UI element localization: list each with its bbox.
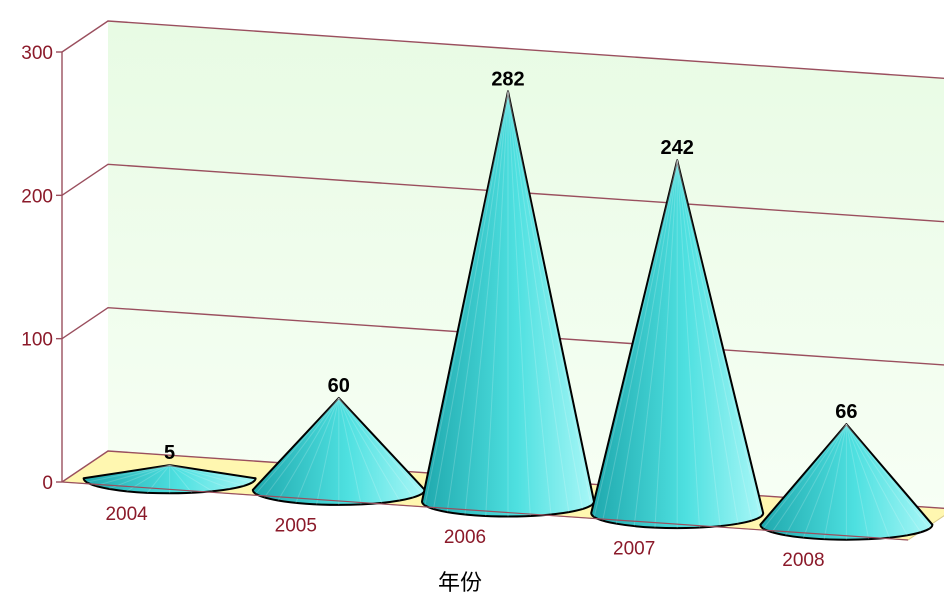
- cone-facet: [169, 464, 231, 490]
- cone-facet: [485, 91, 509, 517]
- cone-facet: [433, 91, 509, 510]
- data-label: 242: [661, 137, 694, 159]
- cone-facet: [507, 91, 570, 513]
- cone-facet: [338, 397, 423, 495]
- cone-facet: [845, 424, 870, 540]
- x-tick-label: 2008: [782, 550, 824, 571]
- x-tick-label: 2004: [105, 504, 148, 525]
- cone-facet: [771, 423, 847, 533]
- y-tick-label: 100: [21, 330, 53, 351]
- cone-facet: [507, 91, 592, 506]
- cone-facet: [676, 160, 761, 518]
- cone-facet: [802, 423, 847, 538]
- cone-facet: [86, 464, 170, 483]
- cone-facet: [785, 423, 847, 536]
- cone-facet: [845, 423, 908, 536]
- x-axis-line: [61, 481, 909, 541]
- cone-facet: [593, 160, 678, 518]
- cone-facet: [295, 397, 340, 504]
- cone-mark: [421, 90, 595, 518]
- cone-facet: [338, 397, 414, 498]
- y-tick-label: 300: [21, 43, 53, 64]
- cone-facet: [255, 397, 340, 495]
- cone-facet: [823, 424, 847, 540]
- cone-facet: [676, 160, 721, 527]
- cone-facet: [602, 160, 678, 521]
- x-tick-label: 2006: [444, 527, 486, 548]
- data-label: 60: [328, 375, 350, 397]
- cone-facet: [94, 464, 170, 487]
- cone-facet: [338, 397, 383, 504]
- x-tick-label: 2005: [275, 515, 317, 536]
- cone-body: [251, 396, 426, 506]
- cone-facet: [845, 423, 890, 538]
- x-axis-title: 年份: [438, 570, 482, 595]
- cone-facet: [845, 423, 922, 533]
- x-axis: 2004 2005 2006 2007 2008: [61, 481, 909, 571]
- cone-facet: [846, 423, 930, 529]
- data-labels: 5 60 282 242 66: [164, 68, 857, 464]
- cone-facet: [277, 397, 340, 501]
- cone-facet: [316, 397, 340, 505]
- y-tick-label: 200: [21, 186, 53, 207]
- cone-facet: [169, 464, 213, 492]
- cone-facet: [263, 397, 340, 498]
- cone-facet: [424, 91, 509, 506]
- cone-facet: [169, 464, 193, 494]
- data-label: 282: [491, 68, 524, 90]
- cone-facet: [507, 91, 583, 510]
- cone-facet: [676, 160, 700, 528]
- cone-mark: [251, 396, 426, 506]
- cone-facet: [676, 160, 753, 521]
- cone-facet: [446, 91, 509, 513]
- data-label: 5: [164, 442, 175, 464]
- data-label: 66: [835, 401, 857, 423]
- cone-facet: [108, 464, 170, 490]
- cone-facet: [654, 160, 678, 528]
- cone-mark: [759, 423, 934, 541]
- cone-facet: [338, 397, 401, 501]
- y-axis: 0 100 200 300: [21, 43, 63, 494]
- cone-body: [421, 90, 595, 518]
- cone-facet: [615, 160, 678, 524]
- cone-facet: [676, 160, 739, 524]
- cone-facet: [633, 160, 678, 527]
- gridline: [61, 20, 944, 80]
- cone-facet: [507, 91, 552, 515]
- cone-body: [590, 159, 765, 530]
- cone-facet: [762, 423, 847, 529]
- cone-mark: [590, 159, 765, 530]
- cone-facet: [169, 464, 253, 483]
- x-tick-label: 2007: [613, 539, 655, 560]
- y-tick-label: 0: [42, 473, 53, 494]
- cone-body: [759, 423, 934, 541]
- cone-facet: [507, 91, 531, 517]
- cone-facet: [464, 91, 509, 515]
- cone-facet: [338, 397, 362, 505]
- cone-facet: [169, 464, 245, 487]
